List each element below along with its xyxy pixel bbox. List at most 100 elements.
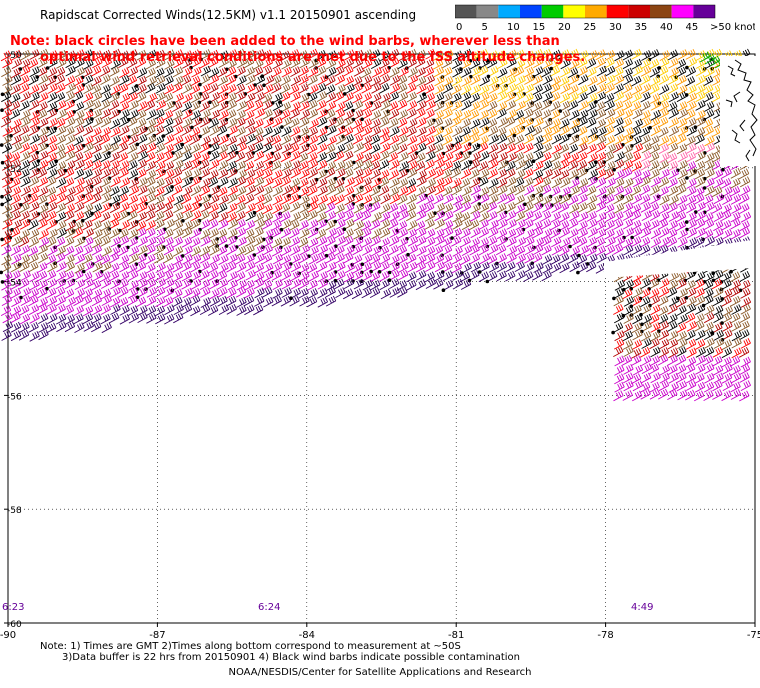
wind-barb bbox=[325, 184, 337, 196]
wind-barb bbox=[704, 337, 715, 349]
wind-barb bbox=[613, 304, 624, 315]
wind-barb bbox=[560, 66, 571, 78]
wind-barb bbox=[280, 50, 291, 62]
wind-barb bbox=[380, 92, 391, 104]
wind-barb bbox=[272, 50, 283, 62]
wind-barb bbox=[451, 262, 462, 274]
wind-barb bbox=[614, 50, 625, 62]
wind-barb bbox=[524, 125, 536, 136]
wind-barb bbox=[442, 126, 453, 138]
wind-barb bbox=[684, 76, 696, 87]
wind-barb bbox=[406, 167, 418, 179]
wind-barb bbox=[650, 228, 662, 240]
wind-barb bbox=[550, 151, 561, 163]
wind-barb bbox=[623, 296, 635, 307]
wind-barb bbox=[38, 228, 49, 240]
wind-barb bbox=[676, 203, 687, 215]
wind-barb bbox=[55, 168, 66, 180]
wind-barb bbox=[722, 194, 733, 205]
wind-barb bbox=[236, 245, 247, 257]
wind-barb bbox=[668, 194, 679, 206]
wind-barb bbox=[235, 109, 246, 121]
wind-barb bbox=[649, 49, 660, 60]
wind-barb bbox=[101, 185, 112, 196]
wind-barb bbox=[649, 288, 660, 299]
wind-barb bbox=[595, 91, 607, 103]
wind-barb bbox=[396, 279, 408, 291]
wind-barb bbox=[2, 152, 13, 164]
wind-barb bbox=[163, 66, 175, 78]
wind-barb bbox=[254, 74, 266, 86]
wind-barb bbox=[92, 185, 103, 197]
wind-barb bbox=[658, 347, 670, 358]
wind-barb bbox=[326, 66, 337, 78]
wind-barb bbox=[415, 261, 427, 273]
wind-barb bbox=[281, 262, 292, 273]
wind-barb bbox=[82, 168, 93, 180]
wind-barb bbox=[389, 193, 401, 205]
wind-barb bbox=[640, 65, 652, 77]
wind-barb bbox=[460, 133, 472, 145]
wind-barb bbox=[63, 177, 75, 189]
quality-flag-dot bbox=[657, 66, 662, 70]
wind-barb bbox=[515, 253, 527, 265]
wind-barb bbox=[721, 339, 733, 351]
wind-barb bbox=[190, 151, 202, 163]
wind-barb bbox=[253, 262, 265, 274]
wind-barb bbox=[486, 118, 498, 129]
color-legend-label: 40 bbox=[660, 22, 673, 33]
wind-barb bbox=[621, 355, 633, 366]
wind-barb bbox=[641, 321, 652, 332]
wind-barb bbox=[64, 227, 76, 239]
wind-barb bbox=[154, 201, 166, 213]
wind-barb bbox=[631, 92, 642, 103]
wind-barb bbox=[164, 100, 175, 112]
wind-barb bbox=[487, 100, 498, 112]
wind-barb bbox=[488, 261, 500, 273]
wind-barb bbox=[361, 236, 373, 248]
wind-barb bbox=[326, 227, 337, 239]
wind-barb bbox=[477, 142, 489, 154]
color-swatch bbox=[628, 5, 650, 18]
wind-barb bbox=[325, 252, 336, 264]
wind-barb bbox=[100, 168, 112, 180]
quality-flag-dot bbox=[512, 133, 517, 138]
wind-barb bbox=[73, 101, 85, 113]
wind-barb bbox=[333, 91, 345, 103]
wind-barb bbox=[65, 65, 76, 77]
wind-barb bbox=[425, 261, 436, 272]
wind-barb bbox=[613, 288, 625, 299]
wind-barb bbox=[172, 142, 184, 154]
wind-barb bbox=[595, 245, 606, 257]
wind-barb bbox=[56, 108, 68, 120]
wind-barb bbox=[551, 244, 562, 256]
wind-barb bbox=[577, 227, 589, 239]
wind-barb bbox=[441, 244, 453, 256]
color-legend-swatches bbox=[455, 4, 716, 19]
wind-barb bbox=[515, 169, 526, 180]
wind-barb bbox=[369, 287, 381, 298]
wind-barb bbox=[488, 159, 499, 170]
wind-barb bbox=[532, 84, 543, 96]
wind-barb bbox=[568, 48, 579, 60]
wind-barb bbox=[695, 99, 706, 111]
wind-barb bbox=[281, 66, 292, 78]
wind-barb bbox=[72, 91, 84, 102]
wind-barb bbox=[55, 82, 66, 94]
wind-barb bbox=[424, 219, 435, 230]
wind-barb bbox=[407, 118, 418, 129]
wind-barb bbox=[218, 134, 229, 146]
wind-barb bbox=[686, 287, 697, 299]
wind-barb bbox=[145, 253, 156, 265]
wind-barb bbox=[541, 235, 552, 247]
wind-barb bbox=[497, 75, 508, 87]
wind-barb bbox=[550, 228, 561, 239]
wind-barb bbox=[11, 296, 22, 308]
wind-barb bbox=[325, 58, 337, 70]
wind-barb bbox=[82, 210, 93, 222]
wind-barb bbox=[614, 169, 626, 181]
wind-barb bbox=[361, 262, 372, 273]
wind-barb bbox=[119, 313, 131, 325]
wind-barb bbox=[379, 219, 391, 230]
wind-barb bbox=[595, 201, 607, 213]
